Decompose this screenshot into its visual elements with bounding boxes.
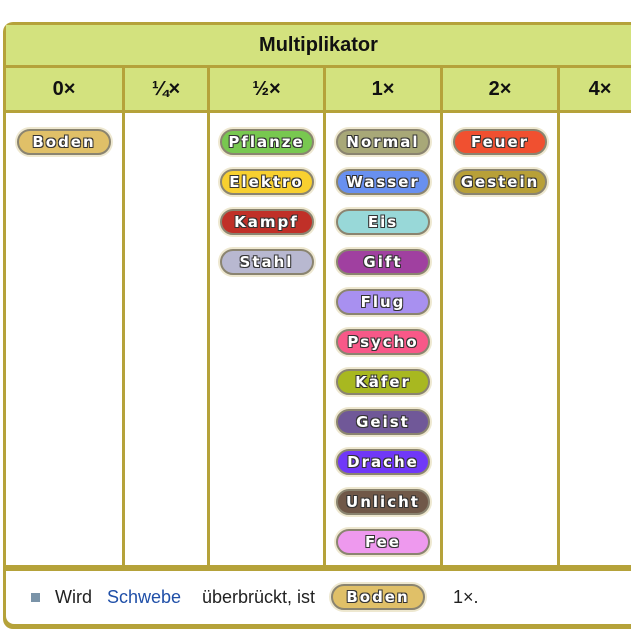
type-badge: Gift	[336, 249, 430, 275]
column-header: 2×	[443, 68, 557, 110]
column-cell: Pflanze Elektro Kampf Stahl	[210, 113, 323, 565]
table-frame: Multiplikator Wird Schwebe überbrückt, i…	[3, 22, 631, 629]
type-badge: Kampf	[219, 209, 314, 235]
type-badge: Psycho	[336, 329, 430, 355]
type-badge: Flug	[336, 289, 430, 315]
column-cell: Feuer Gestein	[443, 113, 557, 565]
footnote: Wird Schwebe überbrückt, ist 1×. Boden	[6, 571, 631, 624]
column-header: 1×	[326, 68, 440, 110]
column-header: 0×	[6, 68, 122, 110]
type-badge: Unlicht	[336, 489, 430, 515]
type-badge: Käfer	[336, 369, 430, 395]
type-badge: Gestein	[453, 169, 547, 195]
bullet	[31, 593, 40, 602]
foot-text: überbrückt, ist	[202, 587, 316, 607]
column-cell	[125, 113, 207, 565]
type-badge: Feuer	[453, 129, 547, 155]
type-badge: Normal	[336, 129, 430, 155]
foot-link[interactable]: Schwebe	[107, 587, 182, 607]
foot-text: Wird	[55, 587, 92, 607]
column-cell: Normal Wasser Eis Gift Flug Psycho Käfer Geist D…	[326, 113, 440, 565]
type-badge: Pflanze	[219, 129, 314, 155]
type-badge: Wasser	[336, 169, 430, 195]
type-badge: Drache	[336, 449, 430, 475]
type-badge: Boden	[331, 584, 425, 610]
type-badge: Boden	[17, 129, 111, 155]
column-header: 4×	[560, 68, 631, 110]
column-cell: Boden	[6, 113, 122, 565]
type-badge: Geist	[336, 409, 430, 435]
type-badge: Elektro	[219, 169, 314, 195]
foot-text: 1×.	[453, 587, 479, 607]
type-badge: Fee	[336, 529, 430, 555]
type-badge: Stahl	[219, 249, 314, 275]
column-header: ¼×	[125, 68, 207, 110]
table-title: Multiplikator	[6, 25, 631, 65]
column-cell	[560, 113, 631, 565]
column-header: ½×	[210, 68, 323, 110]
type-badge: Eis	[336, 209, 430, 235]
